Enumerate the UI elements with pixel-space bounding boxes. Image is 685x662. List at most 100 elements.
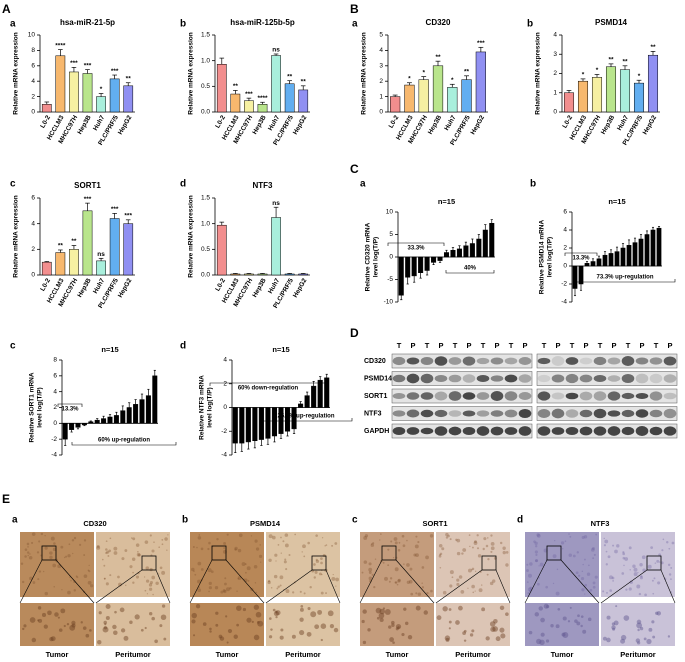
ihc-texture	[368, 576, 373, 581]
ihc-texture	[472, 591, 475, 594]
zoom-line	[359, 559, 383, 604]
ihc-texture	[658, 561, 661, 563]
ihc-texture	[526, 581, 529, 583]
ihc-texture	[255, 547, 260, 551]
bar	[123, 223, 134, 276]
ihc-texture	[37, 578, 40, 581]
ihc-texture	[280, 536, 282, 539]
blot-band	[579, 391, 593, 401]
ihc-texture	[119, 607, 125, 613]
bar	[614, 251, 620, 267]
bar	[230, 93, 241, 113]
x-tick-label: HepG2	[292, 114, 309, 136]
ihc-texture	[534, 612, 540, 617]
blot-band	[593, 375, 607, 382]
bar	[216, 224, 227, 276]
ihc-texture	[37, 606, 42, 610]
lane-label: T	[654, 341, 659, 350]
ihc-texture	[562, 632, 569, 638]
ihc-column-label: Tumor	[46, 650, 69, 659]
ihc-texture	[27, 546, 29, 548]
ihc-texture	[363, 560, 368, 564]
ihc-texture	[234, 548, 237, 551]
y-tick-label: -10	[384, 299, 394, 306]
ihc-texture	[463, 639, 467, 642]
ihc-texture	[487, 537, 489, 539]
ihc-texture	[246, 566, 251, 571]
blot-band	[448, 391, 462, 401]
ihc-texture	[632, 564, 636, 568]
ihc-texture	[403, 563, 405, 565]
panel-letter: b	[182, 515, 188, 526]
ihc-texture	[554, 540, 556, 542]
ihc-texture	[375, 607, 382, 614]
ihc-texture	[652, 592, 655, 595]
bar	[638, 238, 644, 267]
y-tick-label: -5	[387, 276, 393, 283]
y-tick-label: 3	[553, 51, 557, 58]
ihc-texture	[44, 534, 46, 537]
ihc-texture	[105, 551, 108, 555]
ihc-texture	[436, 615, 442, 621]
ihc-texture	[633, 567, 638, 572]
ihc-texture	[661, 549, 664, 552]
blot-band	[635, 426, 649, 436]
ihc-texture	[315, 558, 318, 561]
ihc-texture	[622, 551, 625, 554]
ihc-texture	[539, 562, 544, 567]
ihc-texture	[234, 546, 238, 551]
ihc-texture	[362, 640, 367, 645]
blot-band	[392, 410, 406, 417]
bar	[69, 71, 79, 113]
blot-band	[565, 392, 579, 400]
ihc-texture	[36, 551, 40, 554]
ihc-texture	[149, 612, 153, 616]
ihc-texture	[315, 559, 320, 563]
ihc-texture	[361, 619, 365, 624]
y-axis-label: Relative mRNA expression	[361, 32, 368, 115]
y-axis-label: level log(T/P)	[547, 237, 554, 277]
ihc-texture	[208, 541, 211, 545]
ihc-texture	[606, 637, 611, 643]
bar	[257, 273, 268, 276]
ihc-texture	[480, 584, 483, 586]
ihc-texture	[415, 553, 419, 557]
ihc-texture	[158, 546, 160, 549]
bar	[75, 423, 81, 428]
ihc-texture	[499, 605, 505, 611]
ihc-texture	[161, 570, 166, 575]
annotation-bracket	[259, 418, 353, 422]
bar	[456, 248, 462, 258]
ihc-texture	[538, 577, 540, 579]
x-tick-label: Hep3B	[251, 277, 268, 299]
blot-band	[663, 356, 677, 366]
ihc-texture	[71, 539, 75, 542]
ihc-texture	[580, 615, 584, 618]
y-axis-label: Relative PSMD14 mRNA	[539, 219, 546, 294]
y-tick-label: 0	[379, 109, 383, 116]
ihc-texture	[379, 608, 385, 615]
ihc-texture	[300, 607, 304, 612]
ihc-texture	[37, 619, 40, 622]
bar	[572, 265, 578, 289]
ihc-texture	[583, 535, 588, 539]
blot-band	[406, 373, 420, 384]
ihc-texture	[605, 550, 608, 553]
ihc-texture	[633, 572, 638, 577]
blot-band	[593, 408, 607, 419]
x-tick-label: Hep3B	[600, 114, 617, 136]
ihc-title: SORT1	[422, 519, 447, 528]
ihc-texture	[603, 544, 607, 547]
significance-label: ns	[272, 47, 280, 54]
ihc-texture	[214, 586, 219, 590]
ihc-texture	[285, 568, 288, 571]
ihc-texture	[474, 540, 477, 544]
ihc-texture	[462, 631, 466, 635]
ihc-texture	[136, 552, 141, 557]
ihc-texture	[132, 571, 134, 574]
lane-label: T	[509, 341, 514, 350]
ihc-texture	[445, 536, 449, 539]
ihc-texture	[302, 544, 306, 549]
ihc-texture	[161, 543, 164, 546]
ihc-texture	[379, 539, 381, 541]
